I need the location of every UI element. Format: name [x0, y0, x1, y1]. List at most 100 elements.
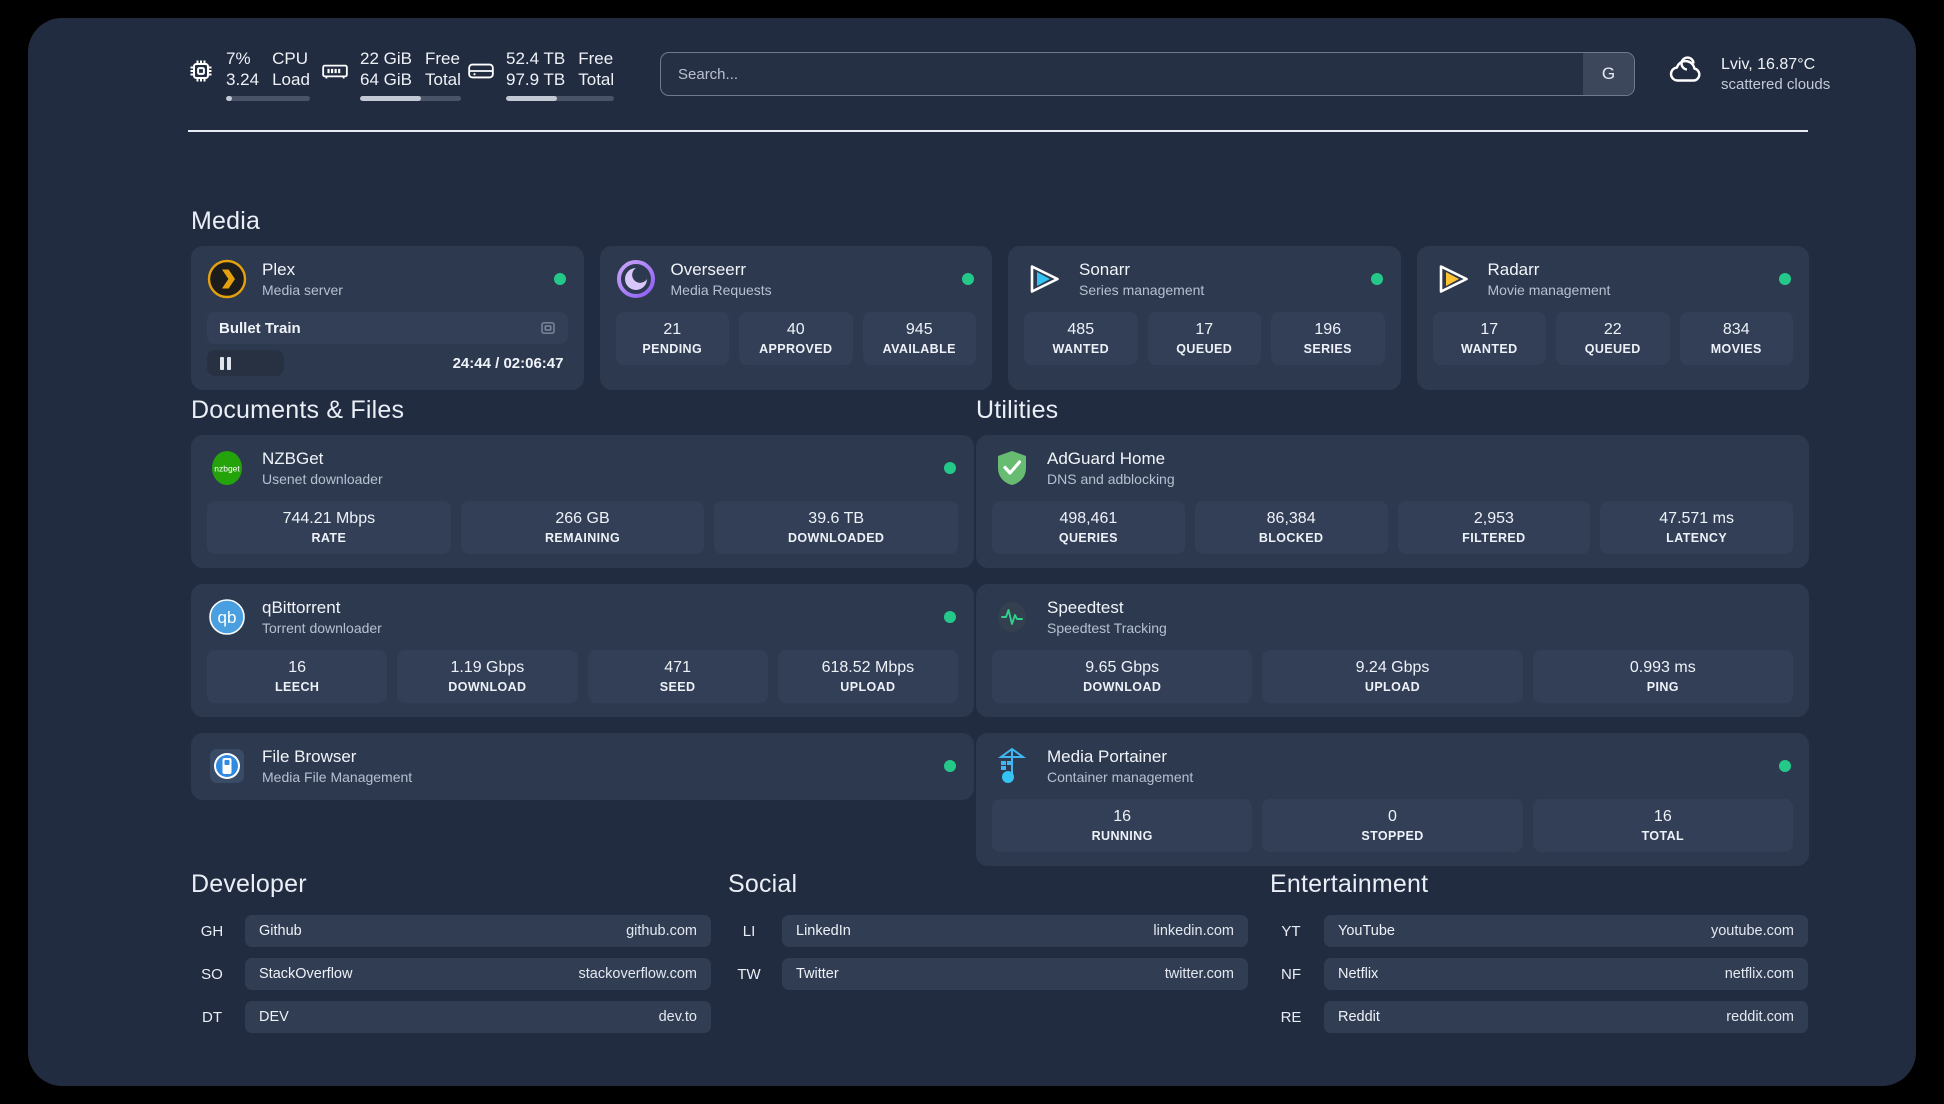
stat-value: 618.52 Mbps: [821, 659, 915, 676]
service-card-overseerr[interactable]: Overseerr Media Requests 21 PENDING 40 A…: [599, 246, 992, 390]
stat-tile: 485 WANTED: [1024, 312, 1138, 365]
utilities-cards: AdGuard Home DNS and adblocking 498,461 …: [976, 435, 1809, 866]
card-header: Radarr Movie management: [1433, 259, 1794, 299]
cast-icon[interactable]: [540, 320, 556, 336]
service-card-media-portainer[interactable]: Media Portainer Container management 16 …: [976, 733, 1809, 866]
stat-label: RATE: [311, 531, 347, 545]
bookmark-item[interactable]: SO StackOverflow stackoverflow.com: [191, 958, 711, 990]
status-dot: [944, 760, 956, 772]
bookmark-pill[interactable]: Reddit reddit.com: [1324, 1001, 1808, 1033]
status-dot: [1779, 273, 1791, 285]
bookmark-item[interactable]: YT YouTube youtube.com: [1270, 915, 1808, 947]
bookmark-pill[interactable]: DEV dev.to: [245, 1001, 711, 1033]
cpu-label-2: Load: [272, 69, 310, 89]
stat-tile: 21 PENDING: [615, 312, 729, 365]
ram-icon: [321, 56, 349, 86]
bookmark-pill[interactable]: LinkedIn linkedin.com: [782, 915, 1248, 947]
service-name: Sonarr: [1079, 260, 1131, 279]
status-dot: [1779, 760, 1791, 772]
cloud-icon: [1665, 53, 1707, 95]
stat-value: 86,384: [1266, 510, 1316, 527]
service-name: Speedtest: [1047, 598, 1124, 617]
bookmark-name: YouTube: [1338, 923, 1395, 939]
status-dot: [1370, 273, 1383, 285]
stat-tile: 17 QUEUED: [1147, 312, 1261, 365]
bookmark-name: DEV: [259, 1009, 289, 1025]
stat-value: 945: [905, 321, 933, 338]
card-stats: 16 RUNNING 0 STOPPED 16 TOTAL: [992, 799, 1793, 852]
pause-button[interactable]: [207, 350, 284, 376]
card-stats: 485 WANTED 17 QUEUED 196 SERIES: [1024, 312, 1385, 365]
stat-tile: 618.52 Mbps UPLOAD: [777, 650, 958, 703]
stat-value: 16: [1653, 808, 1672, 825]
weather-location: Lviv, 16.87°C: [1721, 55, 1816, 73]
bookmark-abbr: SO: [201, 965, 223, 983]
search-bar[interactable]: Search... G: [660, 52, 1635, 96]
bookmark-name: StackOverflow: [259, 966, 353, 982]
bookmark-group-title: Social: [728, 870, 798, 898]
service-card-plex[interactable]: Plex Media server Bullet Train: [191, 246, 584, 390]
stat-value: 16: [1113, 808, 1132, 825]
stat-label: SEED: [659, 680, 696, 694]
stat-label: QUEUED: [1176, 342, 1233, 356]
bookmark-item[interactable]: GH Github github.com: [191, 915, 711, 947]
service-subtitle: Usenet downloader: [262, 471, 383, 487]
stat-tile: 17 WANTED: [1432, 312, 1546, 365]
stat-label: MOVIES: [1710, 342, 1762, 356]
service-card-adguard-home[interactable]: AdGuard Home DNS and adblocking 498,461 …: [976, 435, 1809, 568]
nzbget-logo: nzbget: [207, 448, 247, 488]
service-card-qbittorrent[interactable]: qb qBittorrent Torrent downloader 16 LEE…: [191, 584, 974, 717]
bookmark-abbr: RE: [1280, 1008, 1302, 1026]
cpu-progress-bar: [226, 95, 310, 101]
card-stats: 9.65 Gbps DOWNLOAD 9.24 Gbps UPLOAD 0.99…: [992, 650, 1793, 703]
bookmark-pill[interactable]: Twitter twitter.com: [782, 958, 1248, 990]
svg-text:nzbget: nzbget: [214, 464, 240, 474]
service-card-radarr[interactable]: Radarr Movie management 17 WANTED 22 QUE…: [1416, 246, 1809, 390]
disk-icon: [467, 56, 495, 86]
bookmark-group-social: Social LI LinkedIn linkedin.com TW Twitt…: [728, 870, 1248, 1001]
bookmark-pill[interactable]: Netflix netflix.com: [1324, 958, 1808, 990]
plex-now-playing: Bullet Train 24:44 / 02:06:47: [207, 312, 568, 376]
weather-widget: Lviv, 16.87°C scattered clouds: [1665, 53, 1830, 95]
bookmark-item[interactable]: NF Netflix netflix.com: [1270, 958, 1808, 990]
bookmark-item[interactable]: TW Twitter twitter.com: [728, 958, 1248, 990]
card-header: nzbget NZBGet Usenet downloader: [207, 448, 958, 488]
search-input[interactable]: Search...: [678, 65, 739, 83]
stat-tile: 196 SERIES: [1271, 312, 1385, 365]
search-engine-button[interactable]: G: [1583, 53, 1634, 95]
stat-tile: 834 MOVIES: [1679, 312, 1793, 365]
card-header: Sonarr Series management: [1024, 259, 1385, 299]
service-card-speedtest[interactable]: Speedtest Speedtest Tracking 9.65 Gbps D…: [976, 584, 1809, 717]
now-playing-title-row: Bullet Train: [207, 312, 568, 344]
bookmark-item[interactable]: DT DEV dev.to: [191, 1001, 711, 1033]
service-card-sonarr[interactable]: Sonarr Series management 485 WANTED 17 Q…: [1008, 246, 1401, 390]
adguard-logo: [992, 448, 1032, 488]
stat-label: RUNNING: [1091, 829, 1153, 843]
cpu-usage-value: 7%: [226, 48, 251, 68]
service-subtitle: Series management: [1079, 282, 1205, 298]
card-header: AdGuard Home DNS and adblocking: [992, 448, 1793, 488]
bookmark-url: dev.to: [658, 1009, 697, 1025]
stat-label: LEECH: [274, 680, 320, 694]
bookmark-item[interactable]: LI LinkedIn linkedin.com: [728, 915, 1248, 947]
bookmark-url: stackoverflow.com: [578, 966, 697, 982]
bookmark-pill[interactable]: StackOverflow stackoverflow.com: [245, 958, 711, 990]
bookmark-abbr: NF: [1281, 965, 1301, 983]
stat-label: LATENCY: [1666, 531, 1728, 545]
section-title-utilities: Utilities: [976, 396, 1059, 424]
bookmark-abbr: YT: [1281, 922, 1301, 940]
bookmark-item[interactable]: RE Reddit reddit.com: [1270, 1001, 1808, 1033]
card-header: File Browser Media File Management: [207, 746, 958, 786]
stat-tile: 0 STOPPED: [1262, 799, 1523, 852]
svg-text:qb: qb: [218, 608, 237, 627]
service-card-file-browser[interactable]: File Browser Media File Management: [191, 733, 974, 800]
stat-value: 16: [288, 659, 307, 676]
stat-value: 1.19 Gbps: [450, 659, 525, 676]
bookmark-pill[interactable]: YouTube youtube.com: [1324, 915, 1808, 947]
service-card-nzbget[interactable]: nzbget NZBGet Usenet downloader 744.21 M…: [191, 435, 974, 568]
bookmark-url: youtube.com: [1710, 923, 1794, 939]
now-playing-title: Bullet Train: [219, 319, 301, 337]
bookmark-pill[interactable]: Github github.com: [245, 915, 711, 947]
stat-value: 21: [663, 321, 682, 338]
stat-label: STOPPED: [1361, 829, 1424, 843]
